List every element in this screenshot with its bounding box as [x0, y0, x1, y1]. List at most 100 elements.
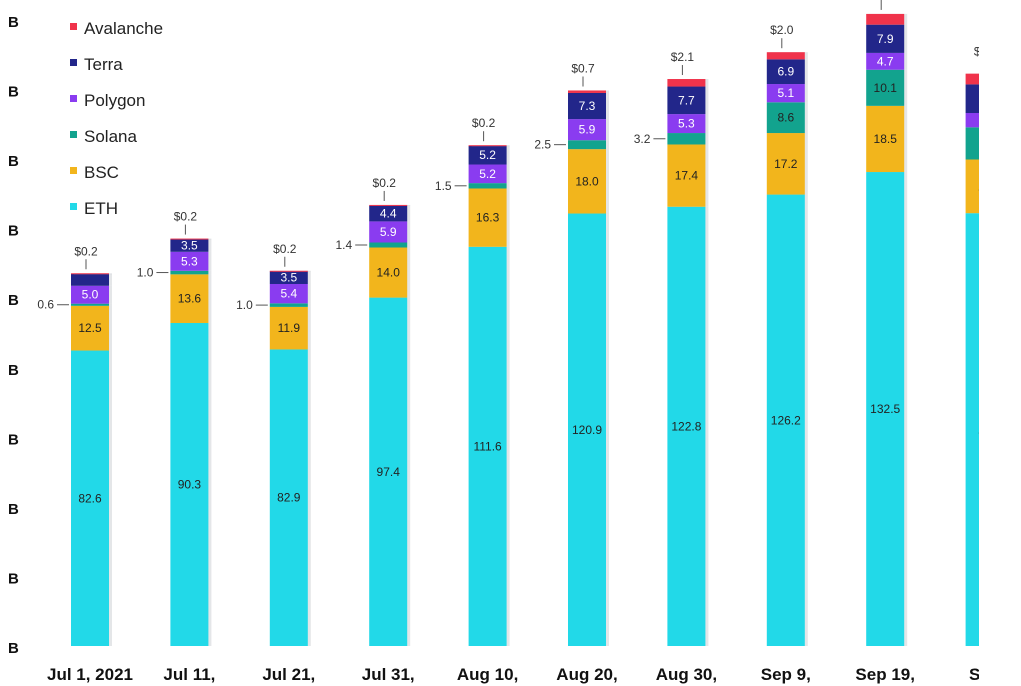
bar-segment-terra — [369, 205, 408, 222]
segment-value-label: 132.5 — [870, 402, 900, 416]
segment-value-label: 12 — [978, 423, 992, 437]
avalanche-value-label: $2.0 — [770, 23, 794, 37]
y-tick-label: B — [8, 292, 19, 309]
avalanche-value-label: $0.2 — [373, 176, 397, 190]
bar-segment-eth — [468, 246, 507, 646]
bar-segment-eth — [667, 206, 706, 646]
bar-segment-solana — [766, 102, 805, 134]
bar-segment-terra — [568, 92, 606, 120]
bar-segment-terra — [71, 273, 109, 286]
segment-value-label: 9 — [981, 136, 988, 150]
bar-segment-polygon — [468, 164, 507, 184]
x-tick-label: Sep — [969, 665, 1000, 684]
x-tick-label: Sep 19, — [855, 665, 915, 684]
bar-segment-terra — [269, 271, 308, 284]
legend-swatch-bsc — [70, 167, 77, 174]
bar-segment-solana — [369, 242, 408, 248]
bar-segment-solana — [170, 270, 209, 275]
legend-label: ETH — [84, 199, 118, 218]
legend-swatch-solana — [70, 131, 77, 138]
segment-value-label: 82.9 — [277, 491, 301, 505]
bars-group: 82.6 12.5 0.6 5.0 $0.2 Jul 1, 2021 90.3 13.6 1.0… — [37, 0, 1000, 684]
segment-value-label: 16.3 — [476, 211, 500, 225]
y-tick-label: B — [8, 501, 19, 518]
bar-segment-avalanche — [667, 79, 706, 87]
bar-segment-solana — [568, 140, 606, 150]
x-tick-label: Aug 20, — [556, 665, 617, 684]
segment-value-label: 5.2 — [479, 167, 496, 181]
legend-swatch-polygon — [70, 95, 77, 102]
bar-segment-avalanche — [965, 73, 979, 85]
bar-segment-polygon — [269, 283, 308, 304]
legend-label: Terra — [84, 55, 123, 74]
segment-value-label: 4.7 — [877, 54, 894, 68]
segment-value-label: 5.9 — [579, 123, 596, 137]
y-tick-label: B — [8, 362, 19, 379]
bar-segment-avalanche — [568, 90, 606, 93]
segment-value-label: 3.5 — [280, 271, 297, 285]
bar-segment-eth — [269, 349, 308, 646]
bar-segment-terra — [468, 145, 507, 165]
legend-label: Polygon — [84, 91, 145, 110]
segment-value-label: 5.1 — [777, 86, 794, 100]
bar-segment-terra — [866, 24, 905, 53]
bar-segment-polygon — [866, 52, 905, 70]
bar-segment-polygon — [71, 285, 109, 304]
bar-segment-bsc — [667, 144, 706, 207]
avalanche-value-label: $3 — [974, 45, 988, 59]
bar-segment-solana — [468, 183, 507, 189]
bar-segment-bsc — [965, 159, 979, 214]
legend-swatch-avalanche — [70, 23, 77, 30]
bar-segment-avalanche — [269, 270, 308, 272]
bar-segment-eth — [866, 172, 905, 646]
outside-value-label: 1.4 — [336, 238, 353, 252]
segment-value-label: 111.6 — [473, 439, 502, 453]
segment-value-label: 12.5 — [78, 321, 102, 335]
bar-segment-avalanche — [71, 273, 109, 275]
legend-swatch-eth — [70, 203, 77, 210]
bar-segment-solana — [71, 303, 109, 306]
bar-segment-bsc — [170, 274, 209, 323]
y-tick-label: B — [8, 570, 19, 587]
segment-value-label: 7.9 — [877, 32, 894, 46]
x-tick-label: Jul 31, — [362, 665, 415, 684]
bar-segment-bsc — [369, 247, 408, 298]
y-tick-label: B — [8, 640, 19, 657]
segment-value-label: 5.4 — [280, 287, 297, 301]
x-tick-label: Jul 11, — [163, 665, 215, 684]
segment-value-label: 90.3 — [178, 477, 202, 491]
bar-segment-eth — [568, 213, 606, 646]
segment-value-label: 7.3 — [579, 99, 596, 113]
bar-segment-terra — [667, 86, 706, 115]
x-tick-label: Aug 30, — [656, 665, 717, 684]
x-tick-label: Jul 21, — [262, 665, 315, 684]
x-tick-label: Jul 1, 2021 — [47, 665, 133, 684]
bar-segment-polygon — [965, 113, 979, 128]
y-tick-label: B — [8, 84, 19, 101]
avalanche-value-label: $0.2 — [74, 244, 98, 258]
bar-segment-avalanche — [766, 52, 805, 60]
y-tick-label: B — [8, 431, 19, 448]
outside-value-label: 0.6 — [37, 298, 54, 312]
bar-segment-avalanche — [866, 13, 905, 25]
bar-segment-solana — [269, 303, 308, 307]
segment-value-label: 122.8 — [671, 419, 701, 433]
legend-swatch-terra — [70, 59, 77, 66]
outside-value-label: 1.5 — [435, 179, 452, 193]
bar-segment-avalanche — [468, 145, 507, 147]
segment-value-label: 82.6 — [78, 491, 102, 505]
bar-segment-polygon — [766, 84, 805, 103]
bar-segment-polygon — [667, 114, 706, 134]
bar-segment-eth — [71, 350, 109, 646]
segment-value-label: 15 — [978, 179, 992, 193]
x-tick-label: Aug 10, — [457, 665, 518, 684]
segment-value-label: 14.0 — [377, 266, 401, 280]
segment-value-label: 4.4 — [380, 207, 397, 221]
segment-value-label: 10.1 — [874, 81, 898, 95]
bar-segment-bsc — [71, 305, 109, 351]
avalanche-value-label: $2.1 — [671, 50, 695, 64]
segment-value-label: 13.6 — [178, 292, 202, 306]
bar-segment-solana — [667, 133, 706, 145]
legend-label: Avalanche — [84, 19, 163, 38]
segment-value-label: 3.5 — [181, 239, 198, 253]
